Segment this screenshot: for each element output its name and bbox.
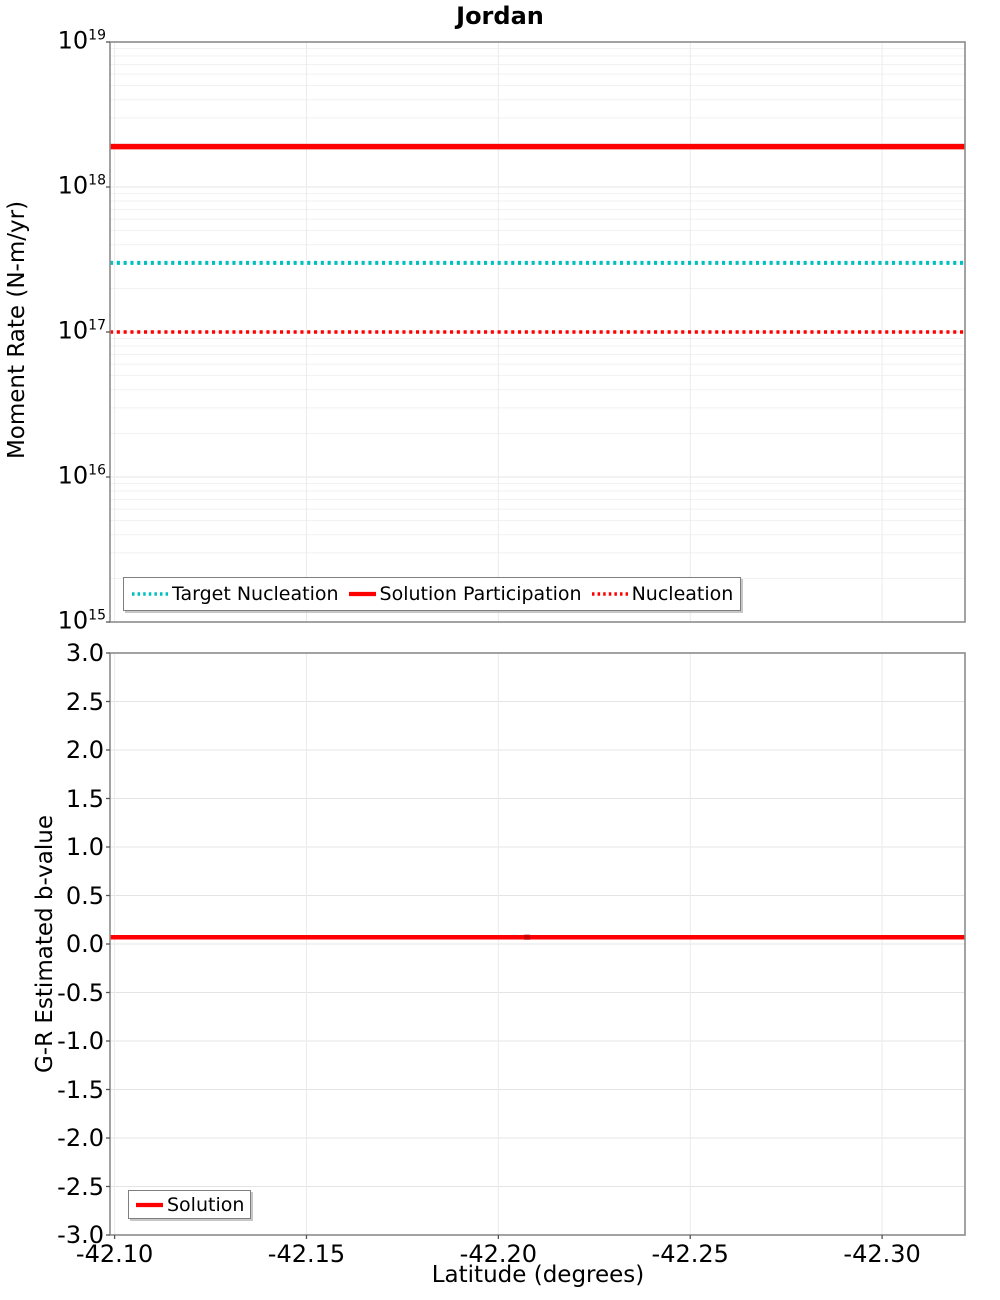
y-tick-label-1.5: 1.5 bbox=[65, 784, 104, 813]
legend-sample-solution-icon bbox=[136, 1202, 163, 1207]
y-tick-label-1e19: 1019 bbox=[57, 26, 106, 55]
legend-label-solution-participation: Solution Participation bbox=[379, 583, 582, 605]
legend-entry-target-nucleation: Target Nucleation bbox=[131, 583, 339, 605]
x-tick-label--42.30: -42.30 bbox=[843, 1240, 921, 1268]
legend-entry-solution-participation: Solution Participation bbox=[348, 583, 582, 605]
subplot-b-value bbox=[106, 652, 966, 1239]
y-axis-label-b-value: G-R Estimated b-value bbox=[32, 814, 58, 1074]
legend-entry-solution: Solution bbox=[135, 1194, 244, 1216]
y-tick-label-1e15: 1015 bbox=[57, 606, 106, 635]
y-tick-label--0.5: -0.5 bbox=[57, 978, 104, 1007]
legend-sample-solution-participation-icon bbox=[348, 591, 376, 597]
y-tick-label-1e17: 1017 bbox=[57, 316, 106, 345]
chart-title: Jordan bbox=[456, 2, 544, 30]
legend-sample-target-nucleation-icon bbox=[132, 592, 168, 596]
x-axis-label-latitude: Latitude (degrees) bbox=[431, 1262, 645, 1288]
x-tick-label--42.20: -42.20 bbox=[459, 1240, 538, 1268]
series-marker-solution bbox=[524, 934, 531, 940]
y-tick-label-1e18: 1018 bbox=[57, 171, 106, 200]
y-tick-label-3.0: 3.0 bbox=[65, 638, 104, 667]
x-tick-label--42.15: -42.15 bbox=[267, 1240, 346, 1268]
y-tick-label-1e16: 1016 bbox=[57, 461, 106, 490]
y-tick-label-2.5: 2.5 bbox=[65, 687, 104, 716]
y-tick-label--2.5: -2.5 bbox=[57, 1172, 104, 1201]
legend-entry-nucleation: Nucleation bbox=[591, 583, 734, 605]
x-tick-label--42.25: -42.25 bbox=[651, 1240, 729, 1268]
legend-label-nucleation: Nucleation bbox=[631, 583, 734, 605]
legend-label-solution: Solution bbox=[167, 1193, 245, 1216]
y-tick-label--1.0: -1.0 bbox=[57, 1026, 104, 1055]
y-tick-label-0.0: 0.0 bbox=[65, 929, 104, 958]
y-tick-label-1.0: 1.0 bbox=[65, 832, 104, 861]
y-axis-label-moment-rate: Moment Rate (N-m/yr) bbox=[4, 200, 30, 460]
y-tick-label-0.5: 0.5 bbox=[65, 881, 104, 910]
x-tick-label--42.10: -42.10 bbox=[75, 1240, 154, 1268]
legend-sample-nucleation-icon bbox=[591, 592, 628, 596]
y-tick-label-2.0: 2.0 bbox=[65, 735, 104, 764]
legend-moment-rate: Target Nucleation Solution Participation N… bbox=[123, 577, 742, 611]
subplot-moment-rate bbox=[106, 41, 966, 623]
legend-b-value: Solution bbox=[128, 1190, 252, 1219]
y-tick-label--3.0: -3.0 bbox=[57, 1220, 104, 1249]
y-tick-label--2.0: -2.0 bbox=[57, 1123, 104, 1152]
legend-label-target-nucleation: Target Nucleation bbox=[172, 583, 339, 605]
y-tick-label--1.5: -1.5 bbox=[57, 1075, 104, 1104]
